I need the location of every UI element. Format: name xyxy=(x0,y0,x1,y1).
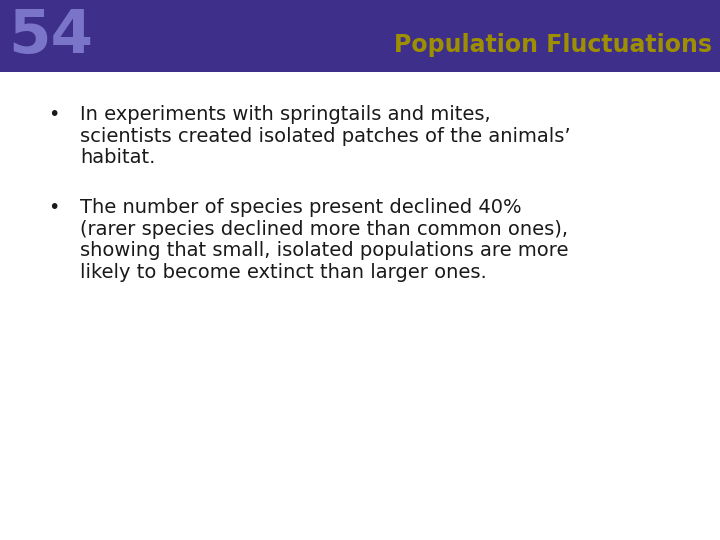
Text: In experiments with springtails and mites,: In experiments with springtails and mite… xyxy=(80,105,490,124)
Bar xyxy=(0,0,720,72)
Text: showing that small, isolated populations are more: showing that small, isolated populations… xyxy=(80,241,569,260)
Text: Population Fluctuations: Population Fluctuations xyxy=(394,32,712,57)
Text: scientists created isolated patches of the animals’: scientists created isolated patches of t… xyxy=(80,127,571,146)
Text: The number of species present declined 40%: The number of species present declined 4… xyxy=(80,198,521,217)
Text: (rarer species declined more than common ones),: (rarer species declined more than common… xyxy=(80,220,568,239)
Text: habitat.: habitat. xyxy=(80,148,156,167)
Text: •: • xyxy=(48,105,59,124)
Text: likely to become extinct than larger ones.: likely to become extinct than larger one… xyxy=(80,263,487,282)
Text: •: • xyxy=(48,198,59,217)
Text: 54: 54 xyxy=(8,6,93,65)
